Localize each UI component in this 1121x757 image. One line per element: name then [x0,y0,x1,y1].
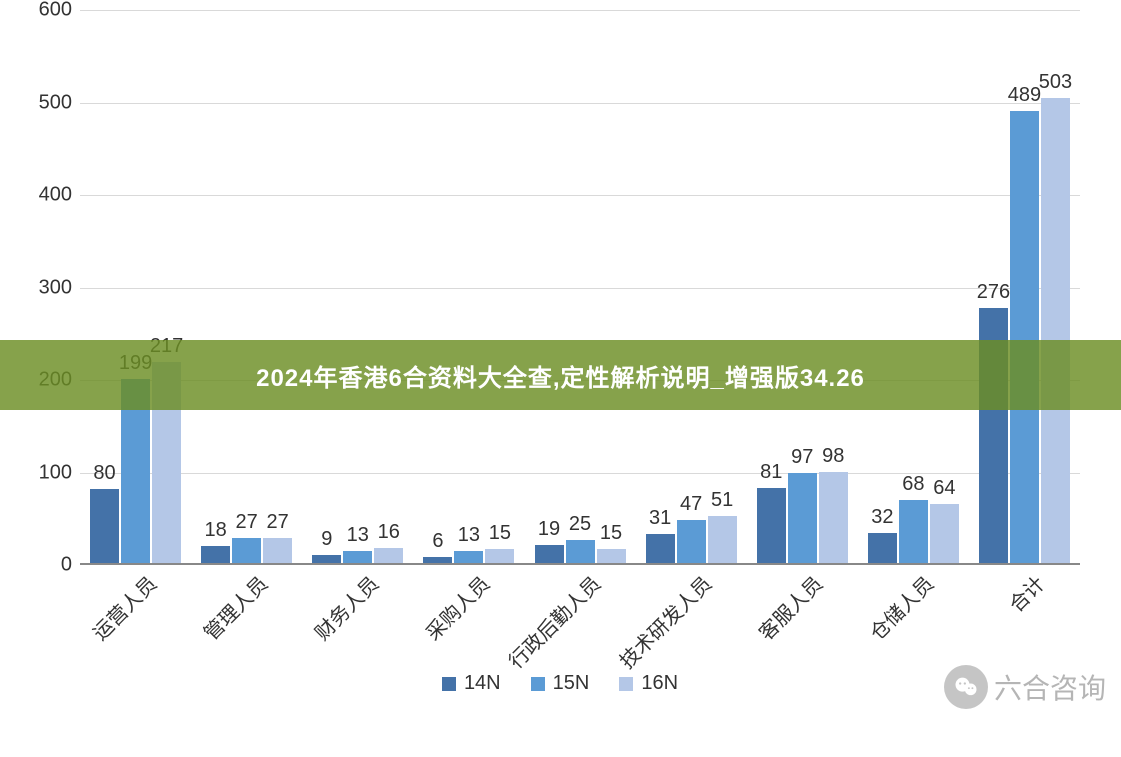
y-tick-label: 0 [61,554,72,577]
legend-label: 14N [464,672,501,695]
bar: 81 [757,488,786,563]
bar: 80 [90,489,119,563]
bar-value-label: 19 [538,518,560,541]
x-tick-label: 行政后勤人员 [501,569,606,674]
plot-area: 010020030040050060080199217运营人员182727管理人… [80,10,1080,565]
bar-value-label: 97 [791,446,813,469]
bar-value-label: 15 [489,522,511,545]
bar-value-label: 98 [822,445,844,468]
x-tick-label: 仓储人员 [862,569,939,646]
bar-value-label: 276 [977,281,1010,304]
bar: 19 [535,545,564,563]
overlay-text: 2024年香港6合资料大全查,定性解析说明_增强版34.26 [256,358,865,393]
legend-label: 16N [641,672,678,695]
bar-value-label: 13 [347,524,369,547]
category-group: 91316财务人员 [312,548,403,563]
bar: 13 [454,551,483,563]
legend-item: 14N [442,672,501,695]
bar: 15 [485,549,514,563]
bar: 47 [677,520,706,563]
x-tick-label: 运营人员 [85,569,162,646]
bar-value-label: 6 [432,530,443,553]
bar-value-label: 51 [711,489,733,512]
category-group: 61315采购人员 [423,549,514,563]
bar: 9 [312,555,341,563]
legend-item: 15N [531,672,590,695]
bar-value-label: 503 [1039,71,1072,94]
bar: 489 [1010,111,1039,563]
y-tick-label: 500 [39,91,72,114]
gridline [80,473,1080,474]
category-group: 192515行政后勤人员 [535,540,626,563]
category-group: 314751技术研发人员 [646,516,737,563]
y-tick-label: 100 [39,461,72,484]
bar-value-label: 31 [649,507,671,530]
bar-value-label: 68 [902,473,924,496]
bar: 18 [201,546,230,563]
category-group: 276489503合计 [979,98,1070,563]
bar-value-label: 489 [1008,84,1041,107]
bar: 503 [1041,98,1070,563]
y-tick-label: 300 [39,276,72,299]
x-tick-label: 财务人员 [307,569,384,646]
gridline [80,288,1080,289]
bar: 6 [423,557,452,563]
bar-value-label: 18 [205,519,227,542]
bar: 25 [566,540,595,563]
bar: 13 [343,551,372,563]
bar: 27 [232,538,261,563]
legend-swatch [442,677,456,691]
bar-value-label: 80 [93,462,115,485]
legend-item: 16N [619,672,678,695]
x-tick-label: 采购人员 [418,569,495,646]
x-tick-label: 管理人员 [196,569,273,646]
gridline [80,195,1080,196]
category-group: 326864仓储人员 [868,500,959,563]
bar-value-label: 13 [458,524,480,547]
legend: 14N 15N 16N [20,672,1100,695]
y-tick-label: 600 [39,0,72,22]
overlay-banner: 2024年香港6合资料大全查,定性解析说明_增强版34.26 [0,340,1121,410]
bar-value-label: 27 [236,511,258,534]
bar-value-label: 16 [378,521,400,544]
bar: 27 [263,538,292,563]
watermark: 六合咨询 [944,665,1106,709]
x-tick-label: 技术研发人员 [612,569,717,674]
bar-value-label: 27 [267,511,289,534]
watermark-text: 六合咨询 [994,667,1106,707]
category-group: 819798客服人员 [757,472,848,563]
bar-value-label: 81 [760,461,782,484]
bar-value-label: 15 [600,522,622,545]
bar-value-label: 47 [680,493,702,516]
bar-value-label: 64 [933,477,955,500]
gridline [80,103,1080,104]
legend-label: 15N [553,672,590,695]
gridline [80,10,1080,11]
bar: 98 [819,472,848,563]
bar-value-label: 25 [569,513,591,536]
bar: 51 [708,516,737,563]
wechat-icon [944,665,988,709]
bar: 32 [868,533,897,563]
bar-value-label: 9 [321,528,332,551]
x-tick-label: 客服人员 [751,569,828,646]
bar-value-label: 32 [871,506,893,529]
bar: 97 [788,473,817,563]
category-group: 182727管理人员 [201,538,292,563]
bar: 31 [646,534,675,563]
bar: 16 [374,548,403,563]
y-tick-label: 400 [39,184,72,207]
legend-swatch [531,677,545,691]
bar: 15 [597,549,626,563]
legend-swatch [619,677,633,691]
bar: 68 [899,500,928,563]
x-tick-label: 合计 [1002,569,1051,618]
bar: 64 [930,504,959,563]
